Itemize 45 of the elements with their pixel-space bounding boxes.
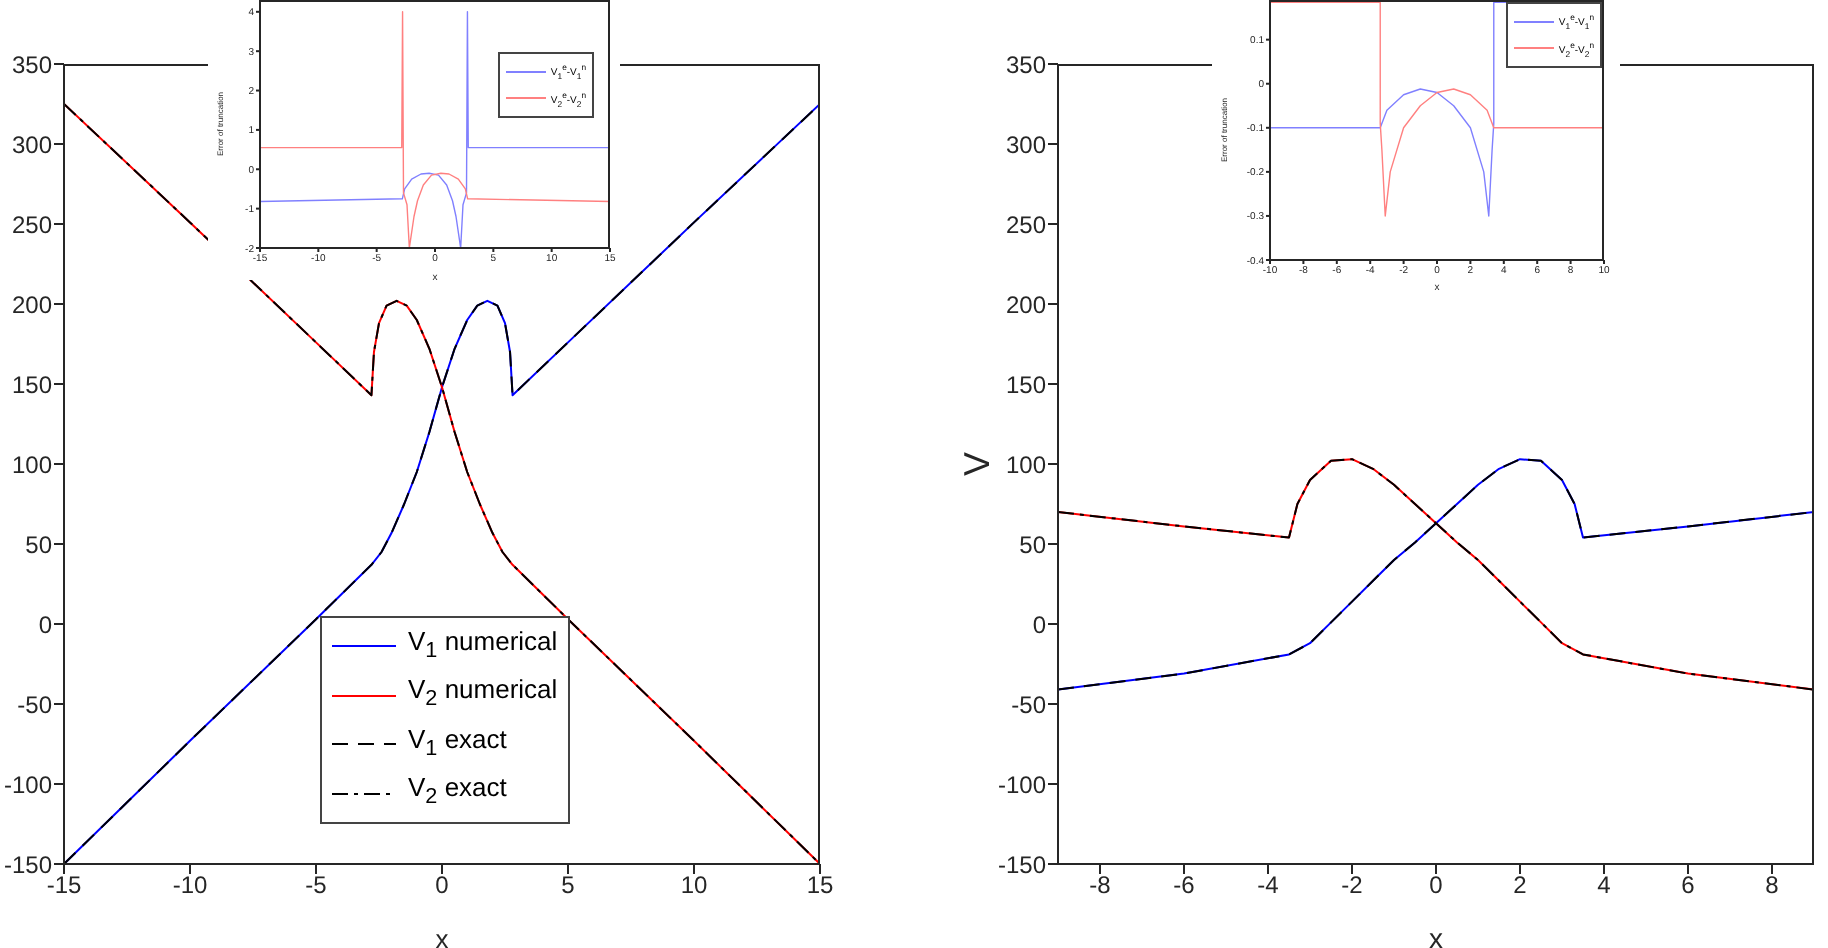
y-tick-label: -100 xyxy=(3,770,53,799)
x-tick-label: 2 xyxy=(1513,871,1528,900)
x-tick-label: -2 xyxy=(1341,871,1364,900)
y-tick-label: 250 xyxy=(11,210,53,239)
x-tick-label: 6 xyxy=(1681,871,1696,900)
line-series xyxy=(1058,458,1814,691)
legend-label: V$_{1}$ exact xyxy=(408,723,507,761)
y-tick-label: 0 xyxy=(38,610,53,639)
y-tick-label: -50 xyxy=(17,690,53,719)
y-tick-label: 150 xyxy=(1005,370,1047,399)
y-tick-label: 200 xyxy=(11,290,53,319)
x-tick-label: -10 xyxy=(172,871,208,900)
y-tick-label: 250 xyxy=(1005,210,1047,239)
y-tick-label: 350 xyxy=(1005,50,1047,79)
y-tick-label: 50 xyxy=(1019,530,1047,559)
x-tick-label: -8 xyxy=(1089,871,1112,900)
x-tick-label: 10 xyxy=(680,871,708,900)
x-tick-label: -5 xyxy=(305,871,328,900)
legend-label: V$_{2}$ numerical xyxy=(408,674,558,712)
x-tick-label: 0 xyxy=(435,871,450,900)
x-tick-label: 15 xyxy=(806,871,834,900)
legend-label: V$_{1}$ numerical xyxy=(408,625,558,663)
line-series xyxy=(1270,1,1604,217)
y-tick-label: 300 xyxy=(1005,130,1047,159)
x-tick-label: -4 xyxy=(1257,871,1280,900)
y-tick-label: -150 xyxy=(997,850,1047,879)
y-tick-label: 300 xyxy=(11,130,53,159)
x-tick-label: 8 xyxy=(1765,871,1780,900)
y-tick-label: 50 xyxy=(25,530,53,559)
x-tick-label: 0 xyxy=(1429,871,1444,900)
y-tick-label: 150 xyxy=(11,370,53,399)
y-tick-label: 350 xyxy=(11,50,53,79)
y-tick-label: -100 xyxy=(997,770,1047,799)
y-tick-label: 100 xyxy=(1005,450,1047,479)
y-axis-title: V xyxy=(956,451,997,477)
y-tick-label: 200 xyxy=(1005,290,1047,319)
y-tick-label: 0 xyxy=(1032,610,1047,639)
x-tick-label: 5 xyxy=(561,871,576,900)
legend-label: V$_{2}$ exact xyxy=(408,772,507,810)
x-tick-label: -6 xyxy=(1173,871,1196,900)
x-axis-title: x xyxy=(435,924,450,948)
x-axis-title: x xyxy=(1429,922,1443,948)
x-tick-label: 4 xyxy=(1597,871,1612,900)
y-tick-label: -50 xyxy=(1011,690,1047,719)
y-tick-label: 100 xyxy=(11,450,53,479)
